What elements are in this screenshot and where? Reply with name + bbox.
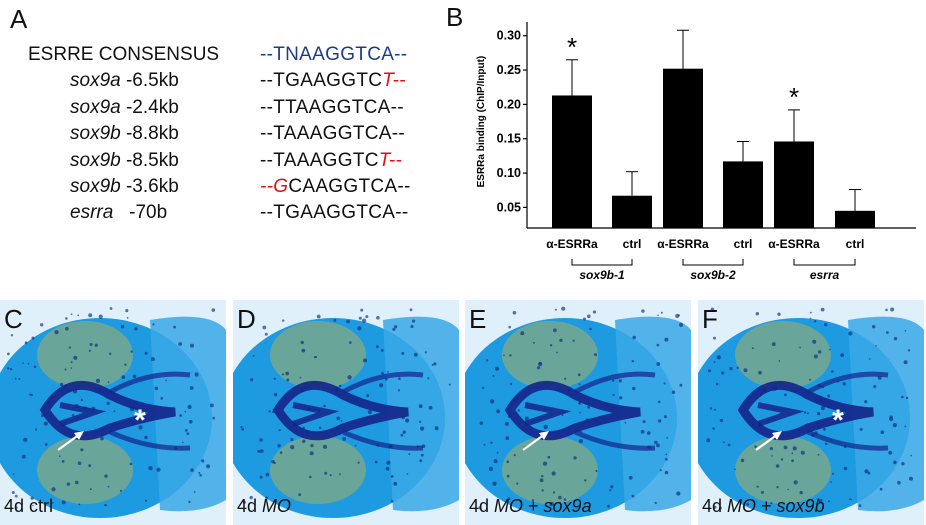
site-sequence: --TGAAGGTCT-- [260, 68, 406, 94]
significance-star: * [567, 32, 577, 62]
sequence-mismatch: --G [260, 175, 289, 197]
gene-name: sox9b [70, 175, 121, 197]
site-position: -8.8kb [120, 123, 179, 145]
y-tick-label: 0.20 [497, 97, 521, 111]
site-position: -3.6kb [120, 175, 179, 197]
bar [663, 68, 703, 228]
stained-embryo-panel-d: D 4d MO [233, 300, 459, 525]
arrow-icon [755, 431, 782, 451]
sequence-match: --TGAAGGTC [260, 70, 383, 92]
embryo-image [233, 300, 459, 525]
panel-caption: 4d MO + sox9b [702, 496, 825, 517]
caption-part: 4d [237, 496, 263, 516]
sequence-label: sox9b -8.5kb [70, 148, 179, 174]
arrow-icon [522, 431, 549, 451]
gene-name: sox9b [70, 149, 121, 171]
site-sequence: --TTAAGGTCA-- [260, 95, 404, 121]
caption-part: MO [727, 496, 757, 516]
sequence-label: sox9b -3.6kb [70, 174, 179, 200]
y-axis-label: ESRRa binding (ChIP/Input) [476, 56, 487, 188]
caption-part: + [523, 496, 544, 516]
site-sequence: --TAAAGGTCT-- [260, 148, 402, 174]
embryo-image: * [0, 300, 226, 525]
panel-caption: 4d MO + sox9a [469, 496, 592, 517]
x-tick-label: ctrl [623, 237, 642, 251]
sequence-match: CAAGGTCA-- [288, 175, 411, 197]
bar [612, 195, 652, 228]
sequence-match: --TTAAGGTCA-- [260, 96, 404, 118]
sequence-match: --TAAAGGTCA-- [260, 123, 405, 145]
y-tick-label: 0.10 [497, 166, 521, 180]
bar [723, 161, 763, 228]
caption-part: MO [494, 496, 524, 516]
panel-a-letter: A [10, 4, 28, 34]
gene-name: sox9a [70, 96, 121, 118]
caption-part: sox9b [776, 496, 825, 516]
site-sequence: --TGAAGGTCA-- [260, 200, 409, 226]
x-tick-label: α-ESRRa [768, 237, 820, 251]
sequence-label: sox9a -2.4kb [70, 95, 179, 121]
panel-caption: 4d MO [237, 496, 291, 517]
y-tick-label: 0.05 [497, 200, 521, 214]
group-label: sox9b-2 [690, 268, 736, 282]
group-bracket [682, 259, 744, 266]
panel-caption: 4d ctrl [4, 496, 53, 517]
asterisk-marker: * [832, 404, 844, 437]
stained-embryo-panel-f: * F 4d MO + sox9b [698, 300, 924, 525]
sequence-mismatch: T-- [378, 149, 403, 171]
y-tick-label: 0.25 [497, 63, 521, 77]
significance-star: * [678, 22, 688, 32]
panel-letter: E [469, 304, 487, 334]
site-sequence: --TAAAGGTCA-- [260, 121, 405, 147]
bar [552, 95, 592, 229]
chip-binding-bar-chart: ESRRa binding (ChIP/Input) 0.05 0.10 0.15 0.… [476, 22, 916, 282]
arrow-icon [57, 431, 84, 451]
group-bracket [793, 259, 856, 266]
embryo-image: * [698, 300, 924, 525]
panel-letter: D [237, 304, 256, 334]
group-label: esrra [810, 268, 840, 282]
panel-letter: C [4, 304, 23, 334]
x-tick-label: ctrl [734, 237, 753, 251]
sequence-label: sox9b -8.8kb [70, 121, 179, 147]
gene-name: sox9a [70, 70, 121, 92]
site-position: -8.5kb [120, 149, 179, 171]
caption-part: sox9a [543, 496, 592, 516]
caption-part: 4d [702, 496, 728, 516]
x-tick-label: ctrl [846, 237, 865, 251]
bar [835, 210, 875, 228]
asterisk-marker: * [134, 404, 146, 437]
gene-name: esrra [70, 202, 114, 224]
significance-star: * [789, 82, 799, 112]
site-position: -6.5kb [120, 70, 179, 92]
sequence-match: --TAAAGGTC [260, 149, 379, 171]
stained-embryo-panel-c: * C 4d ctrl [0, 300, 226, 525]
consensus-label: ESRRE CONSENSUS [28, 44, 220, 65]
group-label: sox9b-1 [579, 268, 625, 282]
stained-embryo-panel-e: E 4d MO + sox9a [465, 300, 691, 525]
gene-name: sox9b [70, 123, 121, 145]
panel-letter: F [702, 304, 718, 334]
x-tick-label: α-ESRRa [657, 237, 709, 251]
panel-b-letter: B [446, 2, 464, 32]
group-bracket [571, 259, 633, 266]
x-tick-label: α-ESRRa [546, 237, 598, 251]
caption-part: 4d [469, 496, 495, 516]
sequence-match: --TGAAGGTCA-- [260, 202, 409, 224]
site-position: -2.4kb [120, 96, 179, 118]
site-position: -70b [113, 202, 168, 224]
sequence-label: sox9a -6.5kb [70, 68, 179, 94]
site-sequence: --GCAAGGTCA-- [260, 174, 411, 200]
y-tick-label: 0.15 [497, 132, 521, 146]
y-tick-label: 0.30 [497, 29, 521, 43]
caption-part: MO [262, 496, 292, 516]
sequence-label: esrra -70b [70, 200, 167, 226]
bar [774, 141, 814, 228]
caption-part: + [756, 496, 777, 516]
caption-part: 4d ctrl [4, 496, 54, 516]
consensus-sequence: --TNAAGGTCA-- [260, 44, 408, 65]
embryo-image [465, 300, 691, 525]
sequence-mismatch: T-- [382, 70, 406, 92]
